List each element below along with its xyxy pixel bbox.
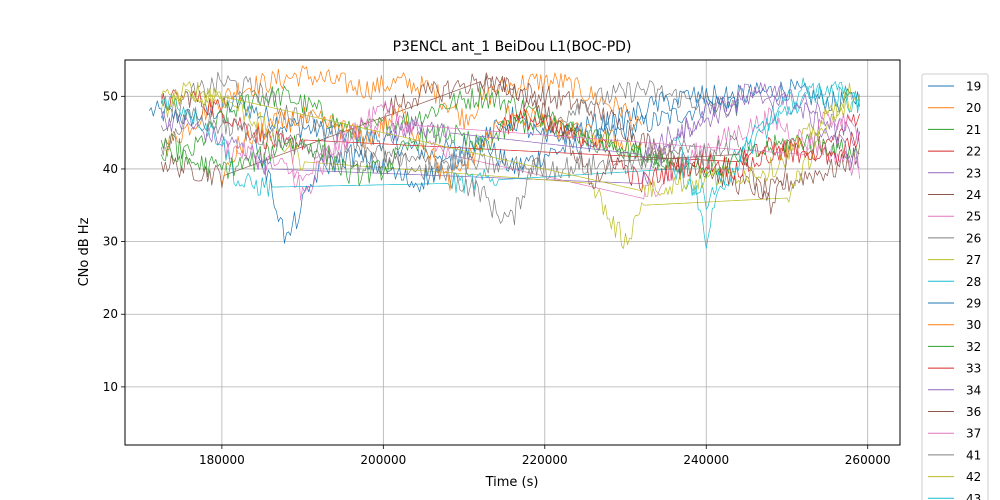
legend-label-32: 32: [966, 340, 981, 354]
legend-label-25: 25: [966, 210, 981, 224]
y-axis-label: CNo dB Hz: [77, 217, 92, 286]
legend-label-19: 19: [966, 80, 981, 94]
legend-label-33: 33: [966, 362, 981, 376]
legend-label-42: 42: [966, 470, 981, 484]
legend-label-23: 23: [966, 166, 981, 180]
legend-label-24: 24: [966, 188, 981, 202]
series-line-43: [673, 81, 860, 249]
x-tick-label: 260000: [845, 453, 891, 467]
series-line-23: [160, 82, 860, 185]
x-tick-label: 180000: [199, 453, 245, 467]
series-layer: [148, 65, 860, 249]
x-tick-label: 220000: [522, 453, 568, 467]
legend-label-41: 41: [966, 448, 981, 462]
x-axis-label: Time (s): [485, 475, 539, 490]
plot-frame: [124, 59, 901, 446]
series-line-42: [160, 82, 852, 198]
legend-label-20: 20: [966, 101, 981, 115]
y-tick-label: 30: [103, 235, 118, 249]
series-line-34: [383, 90, 860, 169]
legend: 19 20 21 22 23 24 25 26 27 28 29 30 32 33 34 36 37 41 42 43: [921, 73, 989, 500]
legend-box: [921, 73, 989, 500]
series-line-41: [160, 108, 739, 180]
series-line-37: [286, 100, 860, 201]
legend-label-27: 27: [966, 253, 981, 267]
chart-title: P3ENCL ant_1 BeiDou L1(BOC-PD): [393, 39, 632, 55]
y-tick-label: 40: [103, 162, 118, 176]
y-axis: 10 20 30 40 50: [103, 89, 125, 394]
legend-label-22: 22: [966, 145, 981, 159]
legend-label-29: 29: [966, 297, 981, 311]
series-line-20: [165, 65, 643, 157]
series-line-29: [253, 84, 739, 244]
series-line-26: [160, 71, 739, 226]
series-line-21: [160, 85, 675, 171]
legend-label-30: 30: [966, 318, 981, 332]
x-axis: 180000 200000 220000 240000 260000: [199, 445, 891, 467]
legend-label-36: 36: [966, 405, 981, 419]
y-tick-label: 10: [103, 380, 118, 394]
y-tick-label: 20: [103, 307, 118, 321]
legend-label-21: 21: [966, 123, 981, 137]
legend-label-34: 34: [966, 383, 981, 397]
x-tick-label: 240000: [683, 453, 729, 467]
series-line-36: [382, 73, 788, 215]
y-tick-label: 50: [103, 89, 118, 103]
legend-label-43: 43: [966, 492, 981, 500]
legend-label-28: 28: [966, 275, 981, 289]
x-tick-label: 200000: [360, 453, 406, 467]
series-line-32: [160, 108, 860, 187]
legend-label-26: 26: [966, 231, 981, 245]
legend-label-37: 37: [966, 427, 981, 441]
